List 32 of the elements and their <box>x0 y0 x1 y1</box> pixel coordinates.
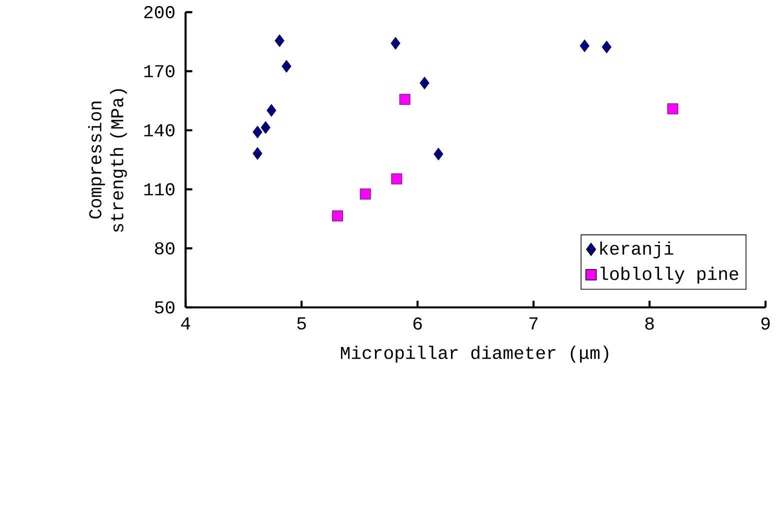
y-tick-label: 110 <box>144 183 174 196</box>
x-tick-label: 7 <box>530 317 538 330</box>
y-tick-label: 140 <box>144 124 174 136</box>
x-tick-label: 4 <box>181 317 190 330</box>
point <box>332 210 343 222</box>
point <box>260 121 270 134</box>
point <box>667 103 678 114</box>
point <box>274 34 284 48</box>
x-tick-label: 8 <box>645 318 654 330</box>
x-tick-label: 9 <box>761 318 770 330</box>
legend-label: keranji <box>600 242 674 258</box>
point <box>252 126 262 138</box>
point <box>360 188 371 200</box>
point <box>266 104 276 117</box>
point <box>390 36 400 50</box>
y-axis-title: Compression strength (MPa) <box>88 89 127 232</box>
legend-label: loblolly pine <box>600 266 738 284</box>
point <box>391 174 402 184</box>
point <box>602 40 612 54</box>
point <box>282 60 292 73</box>
x-tick-label: 6 <box>413 318 422 330</box>
x-axis-title: Micropillar diameter (μm) <box>340 346 608 363</box>
y-tick-label: 170 <box>144 65 174 78</box>
y-tick-label: 200 <box>144 6 174 18</box>
y-tick-label: 80 <box>155 242 174 255</box>
point <box>580 40 590 52</box>
point <box>252 147 262 160</box>
point <box>399 94 410 105</box>
point <box>420 76 430 90</box>
x-tick-label: 5 <box>297 317 306 330</box>
point <box>434 148 444 161</box>
y-tick-label: 50 <box>154 301 174 314</box>
